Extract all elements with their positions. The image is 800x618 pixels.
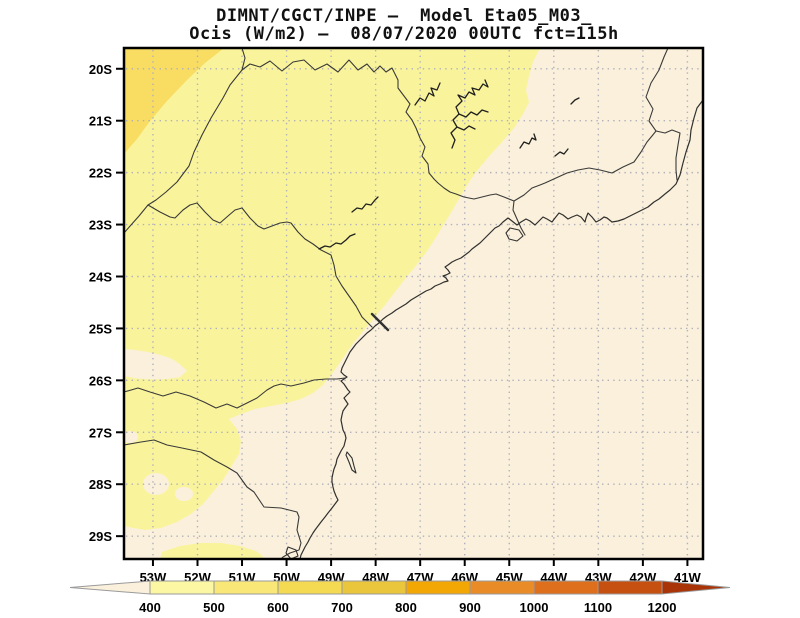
colorbar-left-arrow [69, 580, 151, 595]
colorbar-label-700: 700 [331, 600, 353, 615]
colorbar-segment-1 [213, 580, 279, 595]
graticule-gridlines [126, 50, 701, 557]
y-tick-label-27S: 27S [89, 425, 112, 440]
colorbar-segment-4 [405, 580, 471, 595]
colorbar-label-400: 400 [139, 600, 161, 615]
y-tick-label-25S: 25S [89, 321, 112, 336]
colorbar-segment-5 [469, 580, 535, 595]
region-under-400-hole-1 [143, 473, 169, 495]
chart-title-line1: DIMNT/CGCT/INPE – Model Eta05_M03_ [216, 6, 592, 26]
region-under-400-hole-2 [175, 487, 193, 501]
reservoir-furnas-main [450, 79, 489, 149]
y-tick-label-22S: 22S [89, 166, 112, 181]
colorbar-right-arrow [661, 580, 731, 595]
reservoirs-group [318, 79, 580, 250]
colorbar-label-500: 500 [203, 600, 225, 615]
state-border-sp-pr [147, 202, 373, 328]
y-tick-label-26S: 26S [89, 373, 112, 388]
reservoir-barra-bonita [351, 196, 379, 213]
map-frame [122, 46, 705, 561]
colorbar-label-1100: 1100 [584, 600, 612, 615]
region-under-400-west-wedge [124, 349, 187, 380]
state-border-mg-rj [513, 130, 657, 202]
region-under-400-hole-3 [122, 431, 138, 443]
y-tick-label-20S: 20S [89, 62, 112, 77]
colorbar-segment-7 [597, 580, 663, 595]
reservoir-furnas-arm-1 [458, 109, 489, 118]
state-border-rj-es [655, 129, 681, 181]
island-sao-sebastiao [505, 227, 524, 242]
chart-title-line2: Ocis (W/m2) – 08/07/2020 00UTC fct=115h [189, 24, 618, 44]
colorbar-label-600: 600 [267, 600, 289, 615]
state-borders-group [123, 47, 681, 560]
y-tick-label-24S: 24S [89, 269, 112, 284]
colorbar-segment-6 [533, 580, 599, 595]
state-border-sc-rs [123, 439, 302, 560]
state-border-parana-river [123, 69, 243, 234]
reservoir-furnas-arm-2 [456, 125, 476, 131]
reservoir-small-mg [519, 133, 537, 149]
reservoir-tiny-mg-east [554, 148, 569, 157]
coast-lagoon-south [285, 546, 299, 560]
reservoir-tiny-mg-north [570, 97, 580, 105]
state-border-sp-rj [512, 200, 526, 236]
region-400-500-bottom-patch [160, 543, 263, 559]
colorbar-label-1000: 1000 [520, 600, 549, 615]
region-500-600-wedge [124, 48, 224, 154]
state-border-mg-es [645, 47, 669, 132]
colorbar-label-1200: 1200 [648, 600, 677, 615]
reservoir-jurumirim [318, 233, 356, 250]
y-tick-label-29S: 29S [89, 529, 112, 544]
coastline [299, 99, 704, 560]
state-border-pr-sc [123, 377, 346, 409]
y-tick-label-28S: 28S [89, 477, 112, 492]
x-tick-label-41W: 41W [674, 570, 701, 585]
colorbar-segment-2 [277, 580, 343, 595]
state-border-ms-mg [241, 47, 246, 71]
region-400-500-main [124, 48, 540, 530]
island-features-group [285, 227, 524, 560]
colorbar-label-800: 800 [395, 600, 417, 615]
y-tick-label-23S: 23S [89, 218, 112, 233]
island-santa-catarina [345, 451, 357, 474]
axis-ticks-group [116, 67, 689, 566]
y-tick-label-21S: 21S [89, 114, 112, 129]
colorbar-legend: 400 500 600 700 800 900 1000 1100 1200 [69, 580, 731, 615]
colorbar-label-900: 900 [459, 600, 481, 615]
reservoir-rio-grande-upper [414, 82, 441, 106]
colorbar-segment-0 [149, 580, 215, 595]
state-border-sp-mg [241, 59, 515, 202]
colorbar-segment-3 [341, 580, 407, 595]
island-ilha-comprida [370, 312, 390, 332]
